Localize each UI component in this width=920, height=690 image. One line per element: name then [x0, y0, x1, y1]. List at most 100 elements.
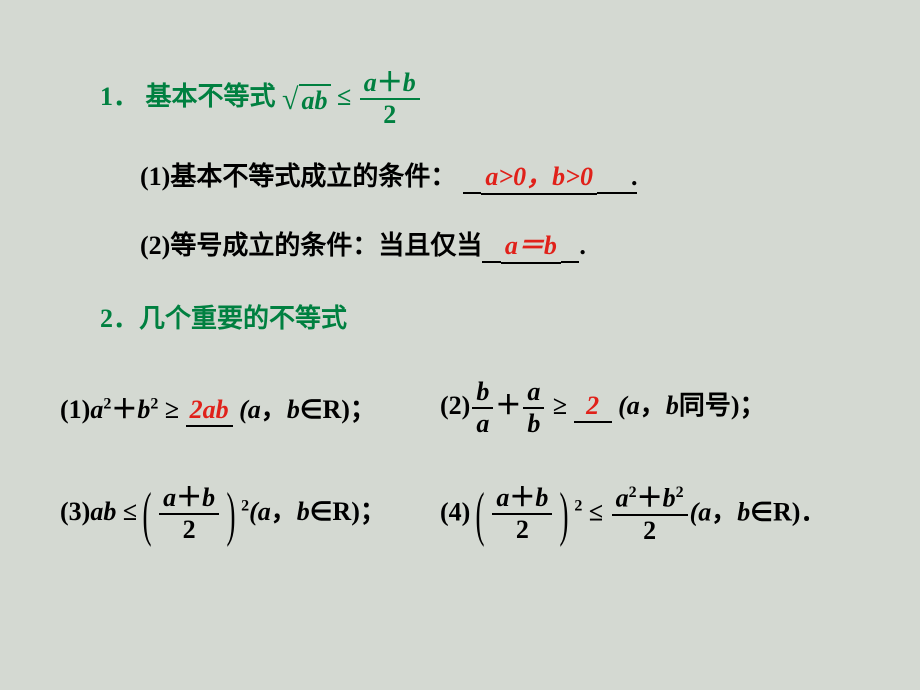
ineq4-num-a: a [496, 483, 509, 512]
section-1-heading: 1． 基本不等式 √ ab ≤ a＋b 2 [100, 70, 860, 128]
inequality-3: (3)ab ≤( a＋b 2 )2(a，b∈R)； [60, 485, 440, 543]
ineq2-fill: 2 [574, 391, 612, 423]
ineq4-frac2: a2＋b2 2 [612, 485, 688, 544]
ineq4-label: (4) [440, 497, 470, 526]
ineq1-b: b [137, 395, 150, 424]
item1-period: . [615, 162, 637, 194]
ineq4-tail-in: ∈R)． [750, 497, 826, 526]
inequality-1: (1)a2＋b2 ≥ 2ab (a，b∈R)； [60, 389, 440, 427]
ineq3-exp: 2 [241, 498, 249, 515]
ineq2-label: (2) [440, 391, 470, 420]
ineq3-frac-den: 2 [159, 515, 219, 543]
inequality-2: (2)ba＋ab ≥ 2 (a，b同号)； [440, 379, 820, 437]
blank-before-1 [463, 162, 482, 194]
ineq3-num-plus: ＋ [176, 483, 202, 512]
ineq3-tail-b: b [297, 497, 310, 526]
condition-line-2: (2)等号成立的条件：当且仅当 a＝b . [140, 225, 860, 264]
sqrt-b: b [315, 86, 328, 115]
blank-before-2 [482, 231, 501, 263]
frac-plus: ＋ [377, 68, 403, 97]
ineq3-frac: a＋b 2 [159, 485, 219, 543]
sqrt-expression: √ ab [282, 82, 330, 116]
slide-content: 1． 基本不等式 √ ab ≤ a＋b 2 (1)基本不等式成立的条件： a>0… [0, 0, 920, 622]
ineq3-tail-a: (a [249, 497, 271, 526]
ineq2-comma: ， [640, 391, 666, 420]
ineq1-tail-in: ∈R)； [300, 395, 376, 424]
ineq2-frac1-den: a [472, 409, 493, 437]
item2-text: 等号成立的条件：当且仅当 [170, 231, 482, 260]
condition-line-1: (1)基本不等式成立的条件： a>0，b>0 . [140, 156, 860, 195]
ineq4-f2-b: b [663, 484, 676, 513]
ineq2-tail-a: (a [618, 391, 640, 420]
frac-den: 2 [360, 100, 420, 128]
ineq4-tail-a: (a [690, 497, 712, 526]
ineq2-frac2-den: b [523, 409, 544, 437]
ineq2-plus: ＋ [495, 391, 521, 420]
sqrt-symbol: √ [282, 83, 298, 117]
sec1-number: 1． [100, 82, 139, 111]
ineq3-label: (3) [60, 497, 90, 526]
frac-num-a: a [364, 68, 377, 97]
ineq4-f2-b-exp: 2 [676, 484, 684, 501]
blank-after-2 [561, 231, 580, 263]
item2-period: . [579, 231, 586, 260]
ineq4-lparen: ( [476, 490, 485, 538]
ineq4-frac1: a＋b 2 [492, 485, 552, 543]
sec2-title: 几个重要的不等式 [139, 304, 347, 333]
ineq4-f2-plus: ＋ [637, 484, 663, 513]
ineq4-frac1-den: 2 [492, 515, 552, 543]
ineq3-frac-num: a＋b [159, 485, 219, 515]
item1-fill: a>0，b>0 [481, 156, 597, 195]
ineq1-label: (1) [60, 395, 90, 424]
item1-text: 基本不等式成立的条件： [170, 162, 456, 191]
sqrt-body: ab [299, 84, 331, 116]
section-2-heading: 2．几个重要的不等式 [100, 298, 860, 335]
inequality-4: (4)( a＋b 2 )2 ≤ a2＋b2 2 (a，b∈R)． [440, 485, 880, 544]
ineq4-comma: ， [711, 497, 737, 526]
ineq1-tail-a-txt: (a [239, 395, 261, 424]
ineq3-lparen: ( [143, 490, 152, 538]
item2-label: (2) [140, 231, 170, 260]
ineq4-num-plus: ＋ [509, 483, 535, 512]
ineq3-a: a [90, 497, 103, 526]
inequality-row-2: (3)ab ≤( a＋b 2 )2(a，b∈R)； (4)( a＋b 2 )2 … [60, 485, 860, 544]
ineq3-num-b: b [202, 483, 215, 512]
ineq2-frac1: ba [472, 379, 493, 437]
ineq4-f2-a: a [616, 484, 629, 513]
frac-num: a＋b [360, 70, 420, 100]
ineq2-frac2: ab [523, 379, 544, 437]
ineq4-rparen: ) [560, 490, 569, 538]
frac-ab-over-2: a＋b 2 [360, 70, 420, 128]
ineq2-frac1-num: b [472, 379, 493, 409]
ineq1-comma: ， [261, 395, 287, 424]
ineq2-frac2-num: a [523, 379, 544, 409]
ineq4-exp: 2 [574, 498, 582, 515]
frac-num-b: b [403, 68, 416, 97]
sec2-number: 2． [100, 304, 139, 333]
ineq4-frac2-den: 2 [612, 516, 688, 544]
sqrt-a: a [302, 86, 315, 115]
inequality-row-1: (1)a2＋b2 ≥ 2ab (a，b∈R)； (2)ba＋ab ≥ 2 (a，… [60, 379, 860, 437]
ineq4-frac2-num: a2＋b2 [612, 485, 688, 516]
le-symbol: ≤ [337, 82, 351, 111]
ineq1-ge: ≥ [165, 395, 179, 424]
ineq1-a: a [90, 395, 103, 424]
ineq1-tail-b: b [287, 395, 300, 424]
ineq3-comma: ， [271, 497, 297, 526]
ineq4-tail-b: b [737, 497, 750, 526]
ineq2-ge: ≥ [553, 391, 567, 420]
ineq3-le: ≤ [123, 497, 137, 526]
ineq1-fill: 2ab [186, 395, 233, 427]
ineq2-tail-text: 同号)； [679, 391, 766, 420]
ineq4-num-b: b [535, 483, 548, 512]
ineq4-f2-a-exp: 2 [629, 484, 637, 501]
ineq3-num-a: a [163, 483, 176, 512]
ineq1-plus: ＋ [111, 395, 137, 424]
ineq4-frac1-num: a＋b [492, 485, 552, 515]
ineq3-rparen: ) [227, 490, 236, 538]
item2-fill: a＝b [501, 225, 561, 264]
ineq3-tail-in: ∈R)； [310, 497, 386, 526]
ineq3-b: b [103, 497, 116, 526]
ineq1-tail-a: (a [239, 395, 261, 424]
ineq4-le: ≤ [589, 497, 603, 526]
